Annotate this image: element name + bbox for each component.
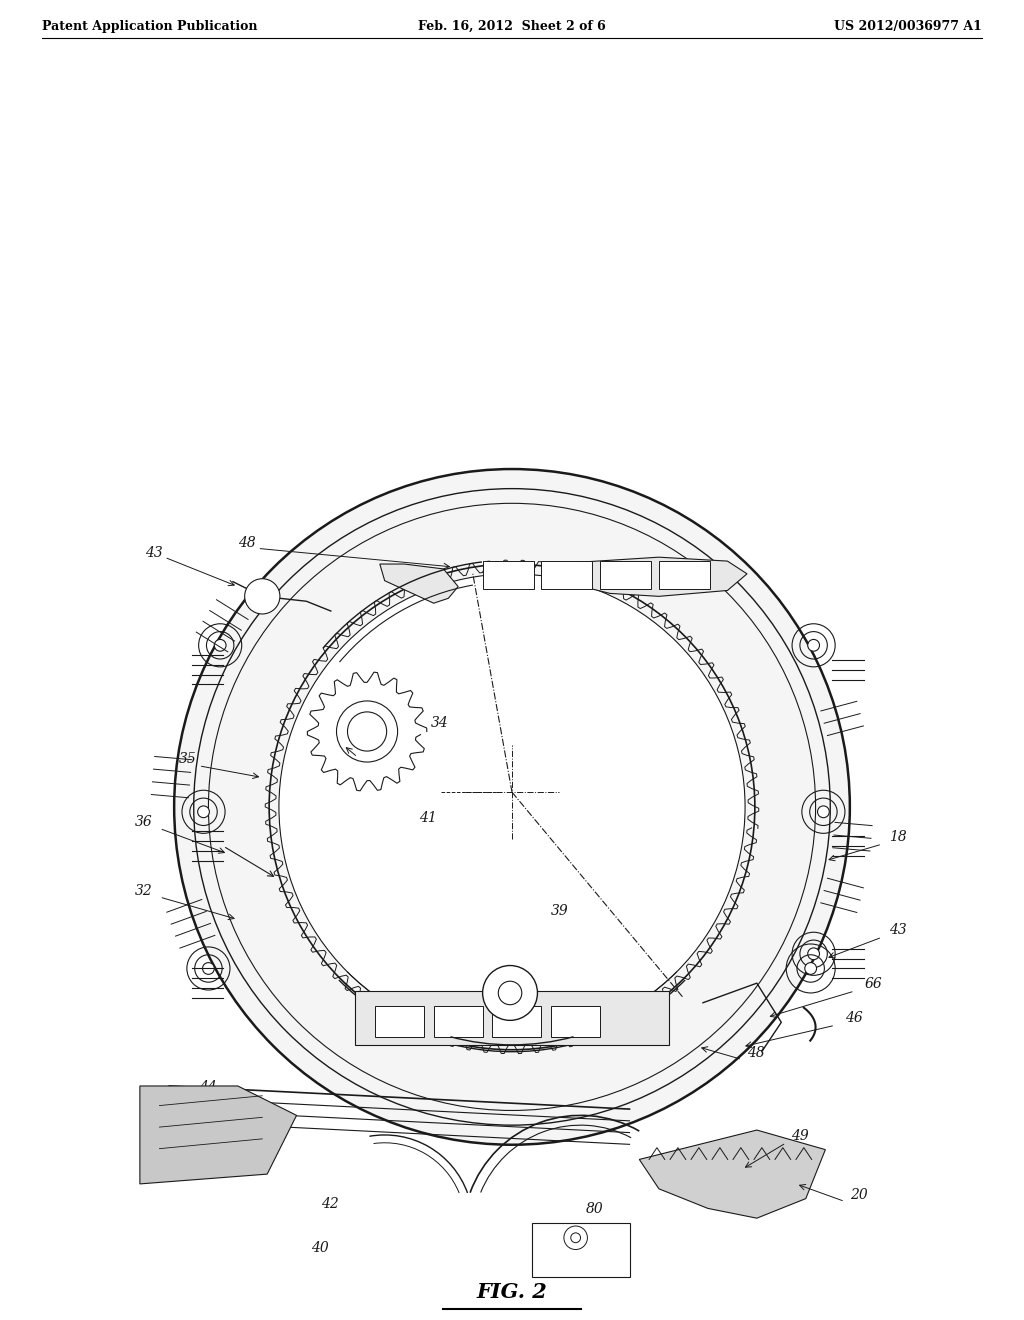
Circle shape [307, 672, 427, 791]
Circle shape [203, 962, 214, 974]
Circle shape [817, 807, 829, 817]
Text: Patent Application Publication: Patent Application Publication [42, 20, 257, 33]
Text: 34: 34 [431, 715, 449, 730]
Text: 35: 35 [179, 752, 197, 766]
Circle shape [198, 807, 209, 817]
Text: 42: 42 [322, 1197, 339, 1212]
Circle shape [808, 639, 819, 651]
Text: 44: 44 [199, 1080, 216, 1094]
FancyBboxPatch shape [600, 561, 651, 589]
Text: 47: 47 [223, 1114, 241, 1129]
Circle shape [570, 1233, 581, 1242]
Wedge shape [174, 469, 850, 1144]
Bar [375, 1006, 424, 1038]
Text: 49: 49 [792, 1129, 809, 1143]
FancyBboxPatch shape [658, 561, 710, 589]
Text: 74: 74 [456, 1006, 474, 1020]
Circle shape [808, 948, 819, 960]
Polygon shape [380, 564, 458, 603]
Text: Feb. 16, 2012  Sheet 2 of 6: Feb. 16, 2012 Sheet 2 of 6 [418, 20, 606, 33]
Text: 41: 41 [419, 810, 436, 825]
Text: 48: 48 [748, 1045, 765, 1060]
Text: 20: 20 [850, 1188, 867, 1201]
Text: 46: 46 [845, 1011, 862, 1026]
Circle shape [245, 578, 280, 614]
Text: 43: 43 [889, 923, 907, 937]
Text: 40: 40 [311, 1242, 329, 1255]
Text: 43: 43 [144, 546, 163, 560]
Circle shape [279, 574, 745, 1040]
Text: 48: 48 [238, 536, 256, 550]
FancyBboxPatch shape [482, 561, 534, 589]
Text: 66: 66 [864, 977, 883, 991]
Text: 18: 18 [889, 830, 907, 845]
Bar [493, 1006, 542, 1038]
Circle shape [499, 981, 522, 1005]
Text: 32: 32 [135, 884, 153, 898]
Text: FIG. 2: FIG. 2 [476, 1282, 548, 1302]
Bar [433, 1006, 482, 1038]
Text: 80: 80 [586, 1203, 603, 1216]
Polygon shape [140, 1086, 297, 1184]
Bar [531, 1224, 630, 1276]
Circle shape [482, 965, 538, 1020]
Text: 39: 39 [551, 904, 569, 917]
Text: 36: 36 [135, 816, 153, 829]
FancyBboxPatch shape [542, 561, 592, 589]
Circle shape [347, 711, 387, 751]
Circle shape [805, 962, 816, 974]
Bar [551, 1006, 600, 1038]
Bar [355, 991, 669, 1045]
Polygon shape [551, 557, 748, 597]
Circle shape [214, 639, 226, 651]
Polygon shape [639, 1130, 825, 1218]
Text: US 2012/0036977 A1: US 2012/0036977 A1 [835, 20, 982, 33]
